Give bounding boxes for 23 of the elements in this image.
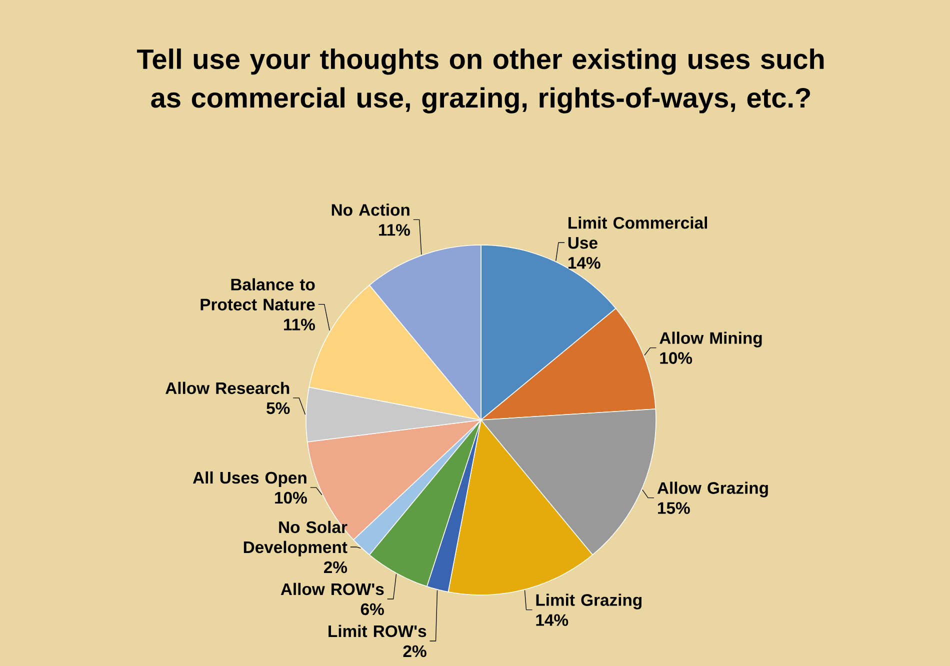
data-label: 11% [284,318,315,330]
data-label: 10% [660,352,692,364]
slice-label: No Action [332,204,410,216]
data-label: 14% [568,257,600,269]
data-label: 6% [360,603,384,616]
data-label: 11% [379,224,410,236]
data-label: 5% [266,402,290,414]
slice-label: Limit Grazing [536,594,642,610]
slice-label: Allow ROW's [280,582,384,596]
slice-label: Allow Research [166,382,290,394]
data-label: 2% [403,645,426,658]
slice-label: Allow Grazing [657,482,768,498]
data-label: 2% [324,561,348,574]
chart-title: Tell use your thoughts on other existing uses such as commercial use, grazing, rights-of-ways, etc.? [136,48,824,114]
slice-label: Balance to Protect Nature [200,278,315,310]
data-label: 10% [275,492,307,504]
slice-label: No Solar Development [244,520,348,556]
slice-label: Limit Commercial Use [568,216,708,249]
slice-label: All Uses Open [192,471,306,487]
data-label: 14% [536,614,568,626]
slice-label: Allow Mining [660,332,762,348]
slice-label: Limit ROW's [328,624,426,638]
data-label: 15% [658,502,690,514]
